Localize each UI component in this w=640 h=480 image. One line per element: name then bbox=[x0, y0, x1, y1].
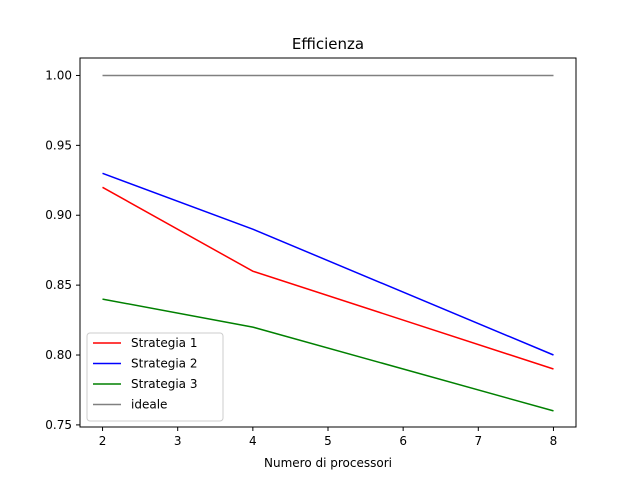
legend-label: ideale bbox=[131, 398, 167, 412]
y-tick-label: 0.75 bbox=[45, 418, 72, 432]
y-tick-label: 0.90 bbox=[45, 208, 72, 222]
chart-title: Efficienza bbox=[292, 35, 364, 53]
legend-label: Strategia 3 bbox=[131, 377, 197, 391]
y-tick-label: 0.85 bbox=[45, 278, 72, 292]
series-line-3 bbox=[102, 298, 554, 412]
y-tick-label: 1.00 bbox=[45, 68, 72, 82]
y-tick-label: 0.80 bbox=[45, 348, 72, 362]
x-tick-label: 5 bbox=[324, 434, 332, 448]
legend: Strategia 1 Strategia 2 Strategia 3 ideale bbox=[86, 332, 224, 422]
legend-label: Strategia 1 bbox=[131, 336, 197, 350]
x-tick-label: 3 bbox=[174, 434, 182, 448]
x-tick-label: 4 bbox=[249, 434, 257, 448]
y-tick-label: 0.95 bbox=[45, 138, 72, 152]
x-tick-label: 6 bbox=[399, 434, 407, 448]
plot-area: 2 3 4 5 6 7 8 0.75 0.80 0.85 0.90 0.95 1.00 bbox=[45, 57, 577, 448]
legend-label: Strategia 2 bbox=[131, 357, 197, 371]
legend-box bbox=[86, 332, 224, 422]
x-tick-label: 8 bbox=[550, 434, 558, 448]
x-tick-label: 2 bbox=[99, 434, 107, 448]
x-tick-label: 7 bbox=[474, 434, 482, 448]
x-axis-label: Numero di processori bbox=[264, 456, 392, 470]
series-line-1 bbox=[102, 186, 554, 370]
series-line-2 bbox=[102, 172, 554, 356]
